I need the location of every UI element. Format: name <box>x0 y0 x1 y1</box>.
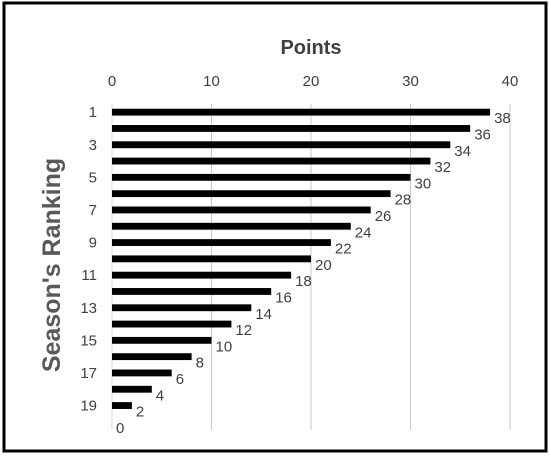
bar <box>112 385 152 393</box>
y-axis-title: Season's Ranking <box>38 158 66 372</box>
data-label: 34 <box>454 143 471 160</box>
data-label: 30 <box>415 175 432 192</box>
y-tick-label: 5 <box>89 169 97 186</box>
data-label: 16 <box>275 289 292 306</box>
bar <box>112 402 132 409</box>
x-tick-label: 0 <box>108 73 116 90</box>
bar <box>112 173 411 181</box>
data-label: 4 <box>156 387 164 404</box>
bar <box>112 255 311 263</box>
bar <box>112 239 331 246</box>
y-tick-label: 11 <box>81 267 97 284</box>
data-label: 18 <box>295 273 312 290</box>
y-tick-label: 1 <box>89 104 97 121</box>
data-label: 14 <box>255 306 272 323</box>
bars <box>112 108 491 409</box>
bar <box>112 369 172 377</box>
data-label: 10 <box>216 338 233 355</box>
data-label: 22 <box>335 241 352 258</box>
bar <box>112 222 351 230</box>
y-tick-label: 17 <box>80 365 97 382</box>
data-label: 38 <box>494 110 511 127</box>
y-tick-label: 19 <box>80 398 97 415</box>
data-label: 12 <box>235 322 252 339</box>
y-tick-label: 9 <box>89 235 97 252</box>
x-tick-label: 10 <box>203 73 220 90</box>
data-label: 0 <box>116 420 124 437</box>
data-label: 2 <box>136 404 144 421</box>
bar <box>112 206 371 214</box>
data-label: 8 <box>196 355 204 372</box>
data-label: 6 <box>176 371 184 388</box>
bar <box>112 108 491 116</box>
bar <box>112 190 391 198</box>
bar <box>112 157 431 165</box>
data-label: 36 <box>474 126 491 143</box>
bar <box>112 125 471 132</box>
bar <box>112 288 272 295</box>
x-tick-label: 20 <box>303 73 320 90</box>
x-tick-label: 30 <box>402 73 419 90</box>
bar <box>112 304 252 312</box>
data-label: 28 <box>395 192 412 209</box>
data-label: 24 <box>355 224 372 241</box>
data-label: 26 <box>375 208 392 225</box>
x-tick-labels: 0 10 20 30 40 <box>108 73 519 90</box>
bar <box>112 141 451 149</box>
y-tick-label: 15 <box>80 332 97 349</box>
x-tick-label: 40 <box>502 73 519 90</box>
bar <box>112 336 212 344</box>
data-label: 32 <box>434 159 451 176</box>
x-axis-title: Points <box>280 37 341 59</box>
y-tick-label: 13 <box>80 300 97 317</box>
y-tick-label: 7 <box>89 202 97 219</box>
bar <box>112 320 232 328</box>
bar <box>112 353 192 361</box>
data-label: 20 <box>315 257 332 274</box>
y-tick-label: 3 <box>89 137 97 154</box>
bar <box>112 271 292 279</box>
